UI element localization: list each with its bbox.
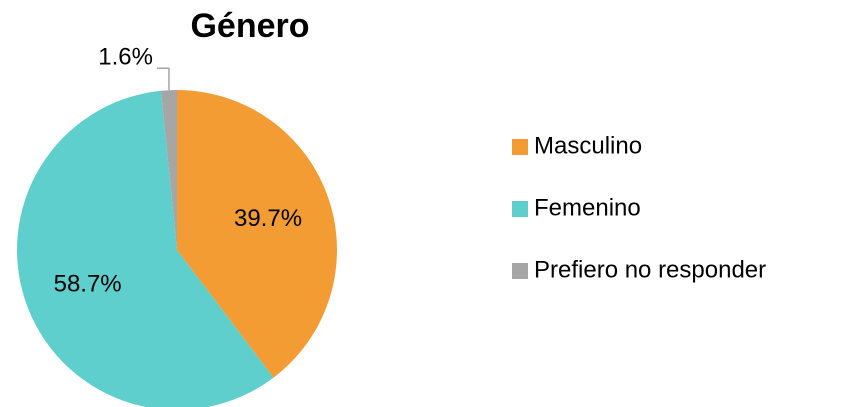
data-label: 1.6% [98, 44, 153, 71]
legend-swatch [512, 201, 528, 217]
chart-title: Género [190, 7, 309, 45]
legend-label: Femenino [534, 194, 641, 221]
pie-slice [17, 90, 274, 407]
leader-line [156, 67, 170, 91]
pie-slice [177, 90, 338, 378]
data-label: 39.7% [234, 205, 302, 232]
pie-slice [160, 90, 177, 250]
legend-label: Prefiero no responder [534, 256, 766, 283]
data-label: 58.7% [54, 270, 122, 297]
legend-swatch [512, 139, 528, 155]
legend-swatch [512, 263, 528, 279]
legend-label: Masculino [534, 132, 642, 159]
